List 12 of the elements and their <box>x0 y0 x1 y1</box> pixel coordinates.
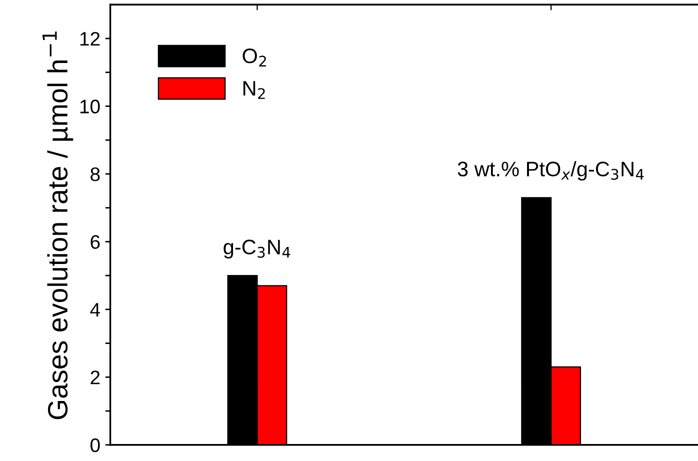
annotation: g-C$_{3}$N$_{4}$ <box>224 240 290 259</box>
annotation: 3 wt.% PtO$_{x}$/g-C$_{3}$N$_{4}$ <box>458 161 644 181</box>
y-axis-title: Gases evolution rate / µmol h$^{−1}$ <box>42 32 74 420</box>
legend-label: N$_{2}$ <box>243 81 265 99</box>
y-tick-label: 2 <box>90 370 100 384</box>
legend-label: O$_{2}$ <box>242 48 266 66</box>
y-tick-label: 8 <box>90 167 100 182</box>
y-tick-label: 4 <box>90 303 100 316</box>
y-tick-label: 0 <box>90 438 100 452</box>
y-tick-label: 12 <box>80 32 100 46</box>
y-tick-label: 10 <box>80 100 100 114</box>
y-tick-label: 6 <box>90 235 100 249</box>
